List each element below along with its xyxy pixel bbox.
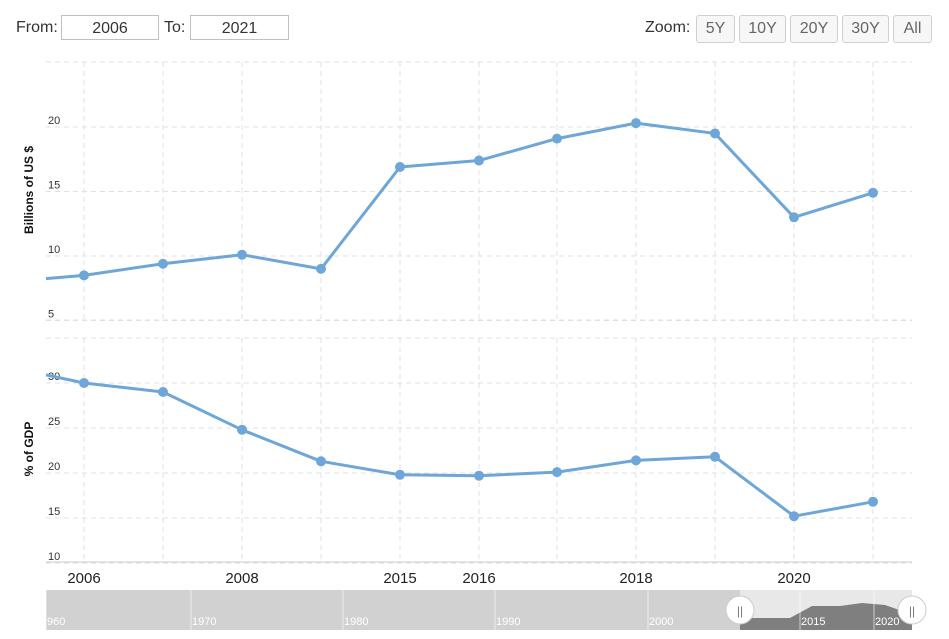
y-tick-label: 10 xyxy=(48,244,60,256)
zoom-30y-button[interactable]: 30Y xyxy=(842,15,889,43)
data-point[interactable] xyxy=(710,128,720,139)
zoom-all-button[interactable]: All xyxy=(893,15,932,43)
from-label: From: xyxy=(16,19,58,36)
range-selector: From: 2006 To: 2021 Zoom: 5Y 10Y 20Y 30Y… xyxy=(0,0,949,50)
data-point[interactable] xyxy=(710,451,720,462)
bottom-y-axis-label: % of GDP xyxy=(22,422,36,477)
navigator-tick-label: 2020 xyxy=(875,616,899,628)
data-point[interactable] xyxy=(158,258,168,269)
x-tick-label: 2006 xyxy=(67,570,100,587)
navigator-tick-label: 2015 xyxy=(801,616,825,628)
data-point[interactable] xyxy=(316,456,326,467)
data-point[interactable] xyxy=(79,270,89,281)
handle-left-glyph: || xyxy=(737,604,743,618)
from-date-input[interactable]: 2006 xyxy=(61,15,159,40)
navigator-tick-label: 1970 xyxy=(192,616,216,628)
data-point[interactable] xyxy=(316,263,326,274)
data-point[interactable] xyxy=(395,161,405,172)
x-tick-label: 2020 xyxy=(777,570,810,587)
data-point[interactable] xyxy=(631,118,641,129)
y-tick-label: 20 xyxy=(48,115,60,127)
data-point[interactable] xyxy=(552,133,562,144)
series-line xyxy=(45,121,874,281)
data-point[interactable] xyxy=(789,212,799,223)
navigator-ticks: 960 1970 1980 1990 2000 2015 2020 xyxy=(45,590,899,630)
navigator-mask xyxy=(46,590,740,630)
x-tick-labels: 2006 2008 2015 2016 2018 2020 xyxy=(67,570,810,587)
data-point[interactable] xyxy=(474,155,484,166)
navigator-tick-label: 1990 xyxy=(496,616,520,628)
data-point[interactable] xyxy=(868,187,878,198)
series-line xyxy=(45,373,874,518)
data-point[interactable] xyxy=(237,249,247,260)
zoom-5y-button[interactable]: 5Y xyxy=(696,15,735,43)
zoom-label: Zoom: xyxy=(645,19,691,36)
y-tick-label: 15 xyxy=(48,506,60,518)
to-date-input[interactable]: 2021 xyxy=(190,15,289,40)
grid xyxy=(46,61,912,564)
x-tick-label: 2008 xyxy=(225,570,258,587)
navigator-tick-label: 2000 xyxy=(649,616,673,628)
navigator-series-area xyxy=(740,603,912,630)
navigator-handle-right[interactable]: || xyxy=(897,595,927,625)
navigator-tick-label: 1980 xyxy=(344,616,368,628)
data-point[interactable] xyxy=(789,511,799,522)
data-point[interactable] xyxy=(79,378,89,388)
zoom-20y-button[interactable]: 20Y xyxy=(790,15,838,43)
x-tick-label: 2016 xyxy=(462,570,495,587)
y-tick-label: 20 xyxy=(48,461,60,473)
y-tick-label: 15 xyxy=(48,180,60,192)
data-point[interactable] xyxy=(552,467,562,478)
y-tick-label: 10 xyxy=(48,551,60,563)
to-label: To: xyxy=(164,19,186,36)
data-point[interactable] xyxy=(631,455,641,466)
data-point[interactable] xyxy=(395,469,405,480)
x-tick-label: 2018 xyxy=(619,570,652,587)
data-point[interactable] xyxy=(474,470,484,481)
data-point[interactable] xyxy=(237,424,247,435)
top-y-axis-label: Billions of US $ xyxy=(22,146,36,234)
zoom-10y-button[interactable]: 10Y xyxy=(739,15,786,43)
navigator[interactable]: 960 1970 1980 1990 2000 2015 2020 || || xyxy=(45,590,927,630)
handle-right-glyph: || xyxy=(909,604,915,618)
data-point[interactable] xyxy=(158,387,168,397)
navigator-handle-left[interactable]: || xyxy=(725,595,755,625)
x-tick-label: 2015 xyxy=(383,570,416,587)
y-tick-label: 25 xyxy=(48,416,60,428)
series xyxy=(45,118,878,522)
navigator-tick-label: 960 xyxy=(47,616,65,628)
data-point[interactable] xyxy=(868,496,878,507)
y-tick-label: 5 xyxy=(48,309,54,321)
